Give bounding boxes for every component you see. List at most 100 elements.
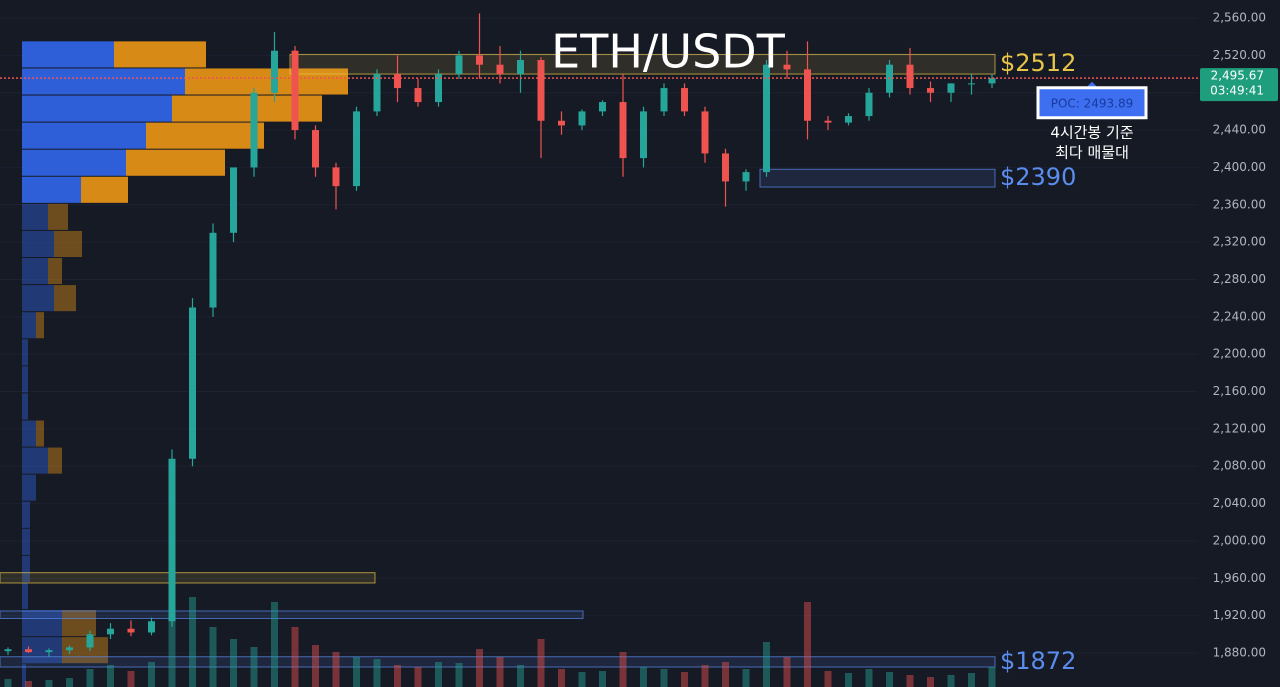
candle-body	[45, 650, 53, 653]
price-tag	[1200, 68, 1278, 102]
volume-bar	[947, 675, 955, 687]
volume-bar	[45, 680, 53, 687]
profile-sell	[185, 68, 348, 95]
profile-sell	[114, 41, 206, 68]
volume-bar	[763, 642, 770, 687]
y-tick-label: 2,280.00	[1213, 272, 1266, 286]
price-tag-value: 2,495.67	[1211, 69, 1264, 83]
volume-bar	[701, 665, 709, 687]
volume-bar	[148, 662, 155, 687]
candle-body	[947, 83, 955, 93]
profile-sell	[172, 95, 322, 122]
candle-body	[312, 130, 319, 168]
y-tick-label: 2,520.00	[1213, 48, 1266, 62]
profile-sell	[36, 312, 44, 339]
candle-body	[353, 111, 360, 187]
volume-bar	[660, 669, 668, 687]
y-tick-label: 2,560.00	[1213, 11, 1266, 25]
volume-bar	[373, 659, 381, 687]
profile-buy	[22, 122, 146, 149]
y-tick-label: 2,160.00	[1213, 384, 1266, 398]
candle-body	[927, 88, 934, 93]
y-tick-label: 2,000.00	[1213, 533, 1266, 547]
volume-bar	[455, 663, 463, 687]
candle-body	[763, 64, 770, 173]
volume-bar	[291, 627, 299, 687]
y-tick-label: 2,040.00	[1213, 496, 1266, 510]
profile-buy	[22, 68, 185, 95]
candle-body	[25, 649, 32, 653]
candle-body	[804, 69, 811, 121]
volume-bar	[845, 673, 852, 687]
zone-label: $2390	[1000, 163, 1076, 191]
volume-bar	[558, 669, 565, 687]
profile-sell	[36, 420, 44, 447]
volume-bar	[209, 627, 217, 687]
profile-buy	[22, 582, 28, 610]
volume-bar	[517, 665, 524, 687]
y-tick-label: 2,200.00	[1213, 347, 1266, 361]
candle-body	[332, 167, 340, 187]
volume-bar	[271, 602, 278, 687]
y-tick-label: 1,880.00	[1213, 646, 1266, 660]
profile-buy	[22, 149, 126, 176]
volume-bar	[537, 639, 545, 687]
profile-sell	[48, 258, 62, 285]
profile-buy	[22, 528, 30, 555]
profile-sell	[48, 447, 62, 474]
profile-buy	[22, 610, 62, 637]
y-tick-label: 2,400.00	[1213, 160, 1266, 174]
candle-body	[250, 92, 258, 168]
candle-body	[619, 102, 627, 159]
volume-bar	[886, 672, 893, 687]
candle-body	[230, 167, 237, 233]
zone-label: $2512	[1000, 49, 1076, 77]
volume-bar	[578, 672, 586, 687]
volume-bar	[189, 597, 196, 687]
volume-bar	[25, 681, 32, 687]
profile-buy	[22, 176, 81, 203]
profile-buy	[22, 285, 54, 312]
volume-bar	[107, 665, 114, 687]
candle-body	[783, 64, 791, 70]
candle-body	[476, 55, 483, 65]
candle-body	[455, 55, 463, 75]
profile-sell	[126, 149, 225, 176]
volume-bar	[332, 652, 340, 687]
price-axis	[1198, 0, 1280, 687]
candle-body	[496, 64, 504, 75]
candle-body	[66, 647, 73, 651]
candle-body	[414, 88, 422, 103]
poc-label: POC: 2493.89	[1051, 96, 1134, 110]
zone	[0, 610, 584, 619]
zone	[0, 572, 376, 584]
volume-bar	[496, 657, 504, 687]
candle-body	[148, 621, 155, 633]
candle-body	[845, 116, 852, 123]
candle-body	[722, 153, 729, 182]
candle-body	[373, 74, 381, 112]
candle-body	[578, 111, 586, 126]
candle-body	[865, 92, 873, 117]
y-tick-label: 2,240.00	[1213, 309, 1266, 323]
volume-bar	[988, 667, 996, 687]
candle-body	[824, 120, 832, 123]
zone	[289, 53, 996, 75]
candle-body	[4, 649, 12, 652]
y-tick-label: 2,080.00	[1213, 459, 1266, 473]
profile-sell	[48, 203, 68, 230]
profile-buy	[22, 474, 36, 501]
poc-box	[1036, 86, 1148, 120]
candle-body	[558, 120, 565, 126]
zone	[759, 168, 996, 188]
profile-sell	[54, 285, 76, 312]
volume-bar	[312, 645, 319, 687]
candle-body	[394, 74, 401, 89]
profile-buy	[22, 664, 26, 687]
profile-sell	[81, 176, 128, 203]
profile-sell	[54, 230, 82, 258]
volume-bar	[353, 657, 360, 687]
volume-bar	[66, 678, 73, 687]
candle-body	[127, 628, 135, 633]
